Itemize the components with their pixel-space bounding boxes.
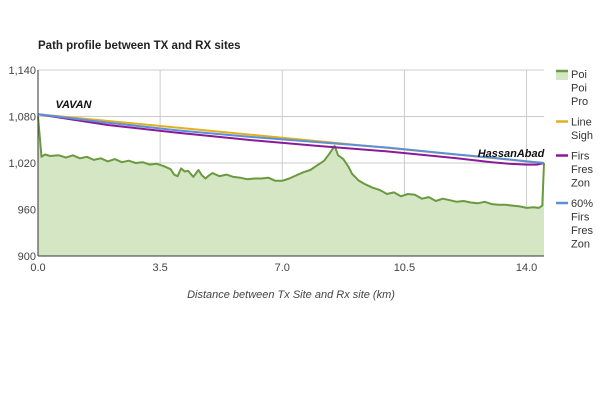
x-axis-label: Distance between Tx Site and Rx site (km… [187, 289, 395, 301]
legend-label: Sigh [571, 130, 593, 142]
legend-label: Firs [571, 212, 590, 224]
legend-label: Zon [571, 239, 590, 251]
series-line-60-first-fresnel-zone [37, 113, 545, 164]
y-tick-label: 960 [18, 205, 36, 217]
legend-label: Pro [571, 96, 588, 108]
x-tick-label: 0.0 [30, 262, 45, 274]
legend-label: 60% [571, 198, 593, 210]
x-tick-label: 14.0 [516, 262, 537, 274]
legend-swatch-points-points-profile [556, 71, 568, 80]
site-annotations: VAVAN HassanAbad [55, 99, 544, 160]
x-tick-label: 10.5 [394, 262, 415, 274]
x-tick-label: 7.0 [275, 262, 290, 274]
terrain-profile-area [38, 116, 544, 256]
legend-label: Fres [571, 164, 594, 176]
y-tick-label: 900 [18, 251, 36, 263]
legend-label: Poi [571, 69, 587, 81]
x-tick-label: 3.5 [152, 262, 167, 274]
chart-title: Path profile between TX and RX sites [38, 40, 241, 52]
plot-area [37, 113, 545, 256]
legend-label: Firs [571, 151, 590, 163]
series-line-first-fresnel-zone [37, 113, 545, 166]
legend-label: Zon [571, 178, 590, 190]
y-tick-label: 1,080 [8, 112, 36, 124]
rx-site-label: HassanAbad [478, 148, 545, 160]
legend: PoiPoiProLineSighFirsFresZon60%FirsFresZ… [556, 69, 594, 251]
y-tick-label: 1,140 [8, 65, 36, 77]
axes: 900 960 1,020 1,080 1,140 0.0 3.5 7.0 10.5 14.0 [8, 65, 544, 274]
legend-label: Fres [571, 225, 594, 237]
y-tick-label: 1,020 [8, 158, 36, 170]
legend-label: Line [571, 117, 592, 129]
tx-site-label: VAVAN [55, 99, 92, 111]
terrain-profile-line [37, 116, 545, 209]
legend-label: Poi [571, 83, 587, 95]
